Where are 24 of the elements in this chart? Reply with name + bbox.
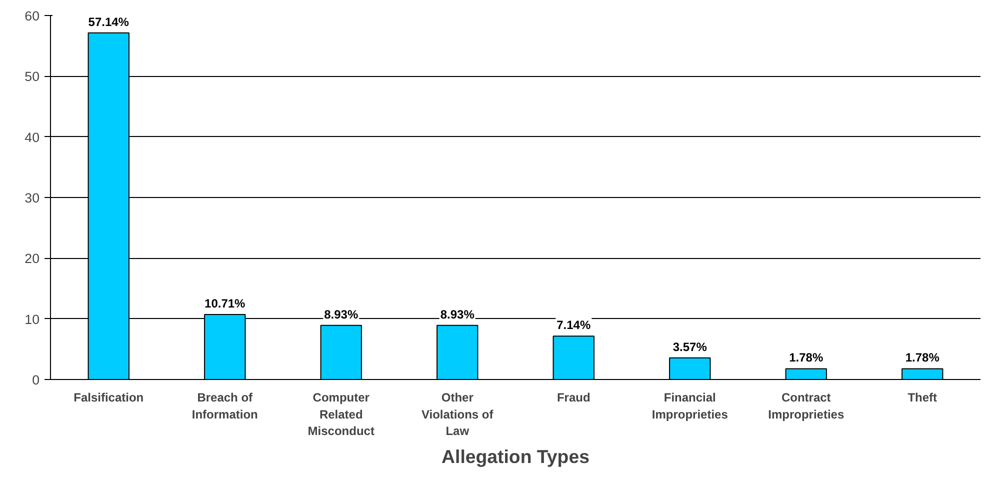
y-tick-label: 10	[24, 312, 40, 327]
x-tick-label: Falsification	[74, 390, 144, 404]
data-label: 7.14%	[556, 318, 591, 332]
x-tick-label: Fraud	[556, 390, 590, 404]
x-tick-label: Contract Improprieties	[768, 390, 844, 422]
data-label: 3.57%	[672, 340, 708, 354]
x-tick-label: Financial Improprieties	[652, 390, 728, 422]
y-tick-label: 0	[32, 372, 40, 388]
x-tick-label: Other Violations of Law	[421, 390, 494, 438]
y-tick-label: 20	[24, 251, 40, 266]
data-label: 1.78%	[789, 350, 824, 365]
x-axis-title: Allegation Types	[442, 446, 590, 468]
x-tick-label: Breach of Information	[192, 390, 258, 422]
data-label: 57.14%	[88, 14, 130, 29]
x-tick-label: Computer Related Misconduct	[308, 390, 374, 438]
data-label: 1.78%	[905, 350, 940, 365]
y-tick-label: 60	[24, 8, 40, 24]
y-tick-label: 50	[24, 69, 40, 84]
data-label: 8.93%	[440, 307, 475, 322]
x-tick-label: Theft	[908, 390, 938, 404]
y-tick-label: 30	[24, 190, 40, 206]
y-tick-label: 40	[24, 130, 40, 145]
data-label: 10.71%	[204, 296, 246, 311]
data-label: 8.93%	[324, 307, 358, 322]
